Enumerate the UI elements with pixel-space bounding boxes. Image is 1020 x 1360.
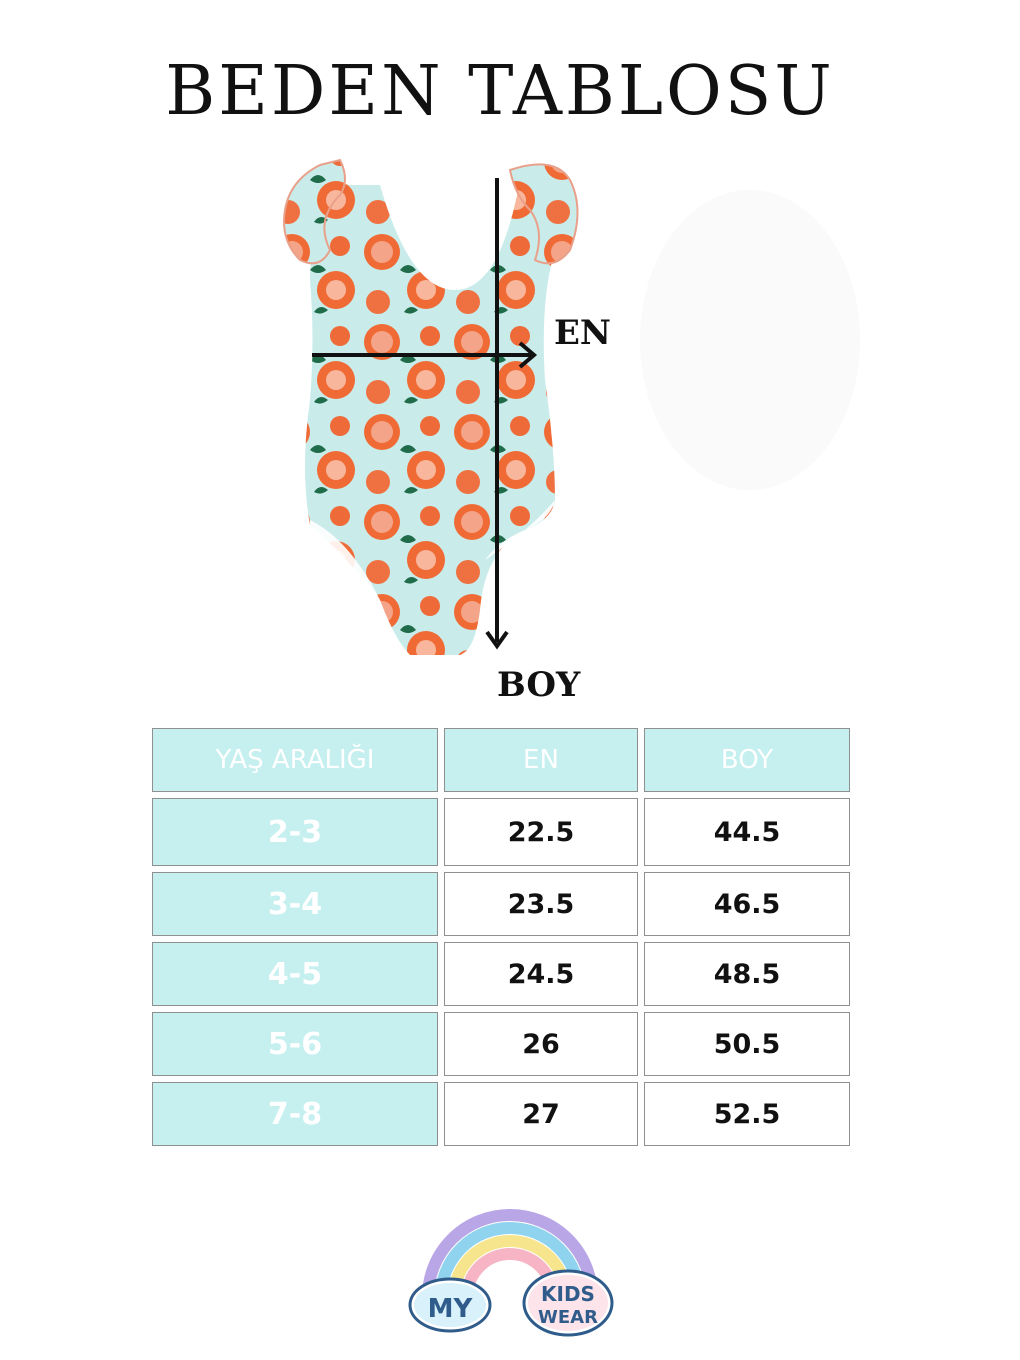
width-cell: 22.5	[444, 798, 638, 866]
length-label: BOY	[497, 665, 581, 705]
age-cell: 4-5	[152, 942, 438, 1006]
length-cell: 48.5	[644, 942, 850, 1006]
length-cell: 44.5	[644, 798, 850, 866]
table-header-row: YAŞ ARALIĞI EN BOY	[152, 728, 850, 792]
cloud-right	[522, 1269, 614, 1337]
brand-word-wear: WEAR	[538, 1307, 598, 1328]
page-title: BEDEN TABLOSU	[165, 52, 835, 131]
table-row: 4-5 24.5 48.5	[152, 942, 850, 1006]
width-arrow-head	[518, 341, 538, 369]
leg-opening-left	[310, 520, 380, 600]
length-cell: 50.5	[644, 1012, 850, 1076]
width-label: EN	[554, 313, 611, 353]
age-cell: 3-4	[152, 872, 438, 936]
header-width: EN	[444, 728, 638, 792]
header-age-range: YAŞ ARALIĞI	[152, 728, 438, 792]
left-ruffle	[283, 158, 346, 265]
age-cell: 5-6	[152, 1012, 438, 1076]
brand-word-kids: KIDS	[541, 1282, 595, 1306]
header-length: BOY	[644, 728, 850, 792]
table-row: 3-4 23.5 46.5	[152, 872, 850, 936]
width-cell: 26	[444, 1012, 638, 1076]
width-cell: 23.5	[444, 872, 638, 936]
table-row: 2-3 22.5 44.5	[152, 798, 850, 866]
table-row: 7-8 27 52.5	[152, 1082, 850, 1146]
leg-opening-right	[485, 500, 555, 560]
age-cell: 7-8	[152, 1082, 438, 1146]
swimsuit-body	[305, 175, 562, 655]
cloud-left	[408, 1277, 492, 1333]
length-cell: 46.5	[644, 872, 850, 936]
table-row: 5-6 26 50.5	[152, 1012, 850, 1076]
right-ruffle	[508, 163, 579, 265]
length-arrow-head	[485, 630, 509, 650]
swimsuit-illustration	[283, 158, 860, 655]
brand-word-my: MY	[428, 1294, 474, 1324]
length-cell: 52.5	[644, 1082, 850, 1146]
size-table: YAŞ ARALIĞI EN BOY 2-3 22.5 44.5 3-4 23.…	[146, 722, 856, 1152]
brand-logo: MY KIDS WEAR	[408, 1209, 614, 1337]
width-cell: 27	[444, 1082, 638, 1146]
age-cell: 2-3	[152, 798, 438, 866]
width-cell: 24.5	[444, 942, 638, 1006]
